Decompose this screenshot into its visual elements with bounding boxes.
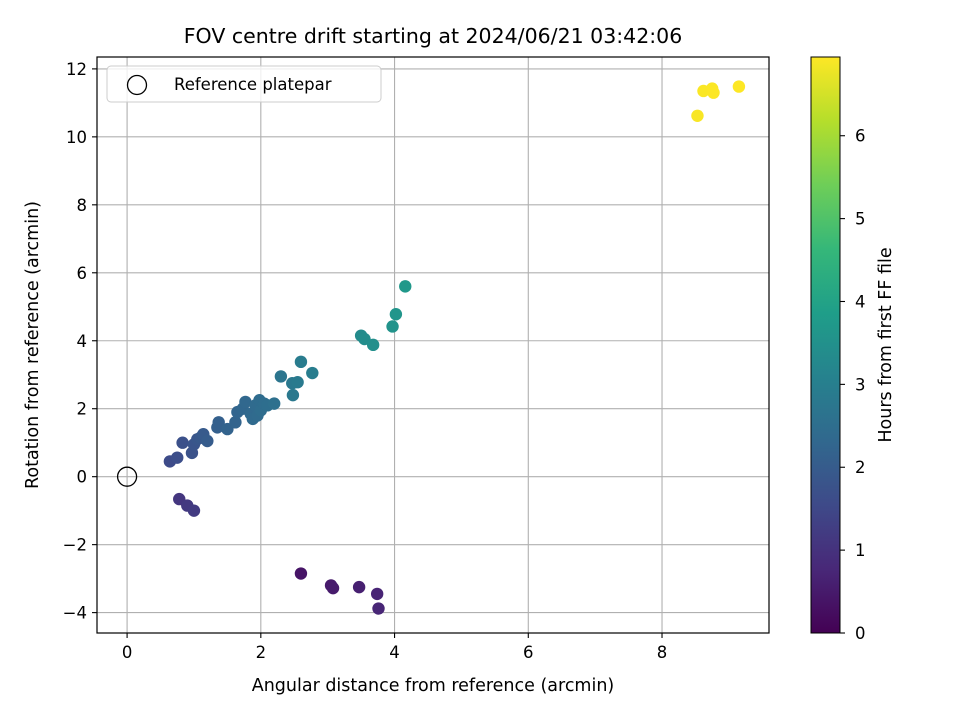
legend: Reference platepar — [106, 65, 382, 103]
plot-frame — [96, 56, 770, 634]
colorbar-label: Hours from first FF file — [876, 247, 896, 442]
data-point — [274, 370, 288, 383]
data-point — [291, 376, 304, 389]
y-tick-label: 12 — [66, 60, 87, 79]
data-point — [294, 567, 308, 580]
x-tick-label: 0 — [122, 643, 133, 662]
legend-entry-label: Reference platepar — [174, 75, 332, 94]
x-tick-label: 6 — [523, 643, 534, 662]
colorbar-tick-label: 5 — [855, 210, 866, 229]
data-point — [707, 86, 720, 99]
colorbar-ticks: 0 1 2 3 4 5 6 — [840, 127, 866, 643]
x-tick-label: 4 — [389, 643, 400, 662]
colorbar-tick-label: 2 — [855, 458, 866, 477]
y-tick-label: 8 — [77, 196, 88, 215]
y-tick-label: −4 — [63, 604, 87, 623]
data-point — [176, 436, 189, 449]
colorbar-tick-label: 4 — [855, 292, 866, 311]
data-point — [212, 416, 225, 429]
data-point — [386, 320, 399, 333]
data-point — [267, 397, 281, 410]
grid-lines — [97, 57, 769, 633]
y-axis-ticks: −4 −2 0 2 4 6 8 10 12 — [63, 60, 97, 623]
data-point — [239, 395, 252, 409]
reference-platepar-point — [116, 466, 138, 487]
data-point — [229, 416, 242, 429]
colorbar-tick-label: 6 — [855, 127, 866, 146]
y-tick-label: −2 — [63, 536, 87, 555]
x-tick-label: 2 — [256, 643, 267, 662]
data-point — [306, 366, 319, 380]
colorbar-tick-label: 1 — [855, 541, 866, 560]
data-point — [286, 388, 300, 402]
y-tick-label: 2 — [77, 400, 88, 419]
data-point — [187, 504, 201, 517]
colorbar — [810, 56, 841, 634]
data-point — [294, 355, 308, 369]
colorbar-tick-label: 3 — [855, 375, 866, 394]
data-point — [691, 109, 704, 122]
data-point — [366, 338, 380, 352]
colorbar-tick-label: 0 — [855, 624, 866, 643]
y-tick-label: 4 — [77, 332, 88, 351]
y-axis-label: Rotation from reference (arcmin) — [23, 201, 43, 489]
data-point — [399, 280, 412, 293]
data-point — [352, 580, 366, 594]
chart-title: FOV centre drift starting at 2024/06/21 … — [184, 24, 683, 48]
data-point — [389, 308, 403, 321]
y-tick-label: 6 — [77, 264, 88, 283]
legend-reference-marker — [126, 74, 148, 96]
data-point — [358, 332, 371, 346]
data-point — [732, 80, 746, 93]
data-point — [171, 451, 184, 464]
data-point — [370, 587, 384, 601]
y-tick-label: 10 — [66, 128, 87, 147]
y-tick-label: 0 — [77, 468, 88, 487]
x-axis-label: Angular distance from reference (arcmin) — [252, 676, 615, 696]
data-point — [201, 434, 214, 448]
x-axis-ticks: 0 2 4 6 8 — [122, 633, 667, 662]
x-tick-label: 8 — [657, 643, 668, 662]
legend-box — [106, 65, 382, 103]
data-point — [326, 581, 340, 595]
data-point — [372, 602, 385, 615]
data-points — [116, 80, 746, 615]
